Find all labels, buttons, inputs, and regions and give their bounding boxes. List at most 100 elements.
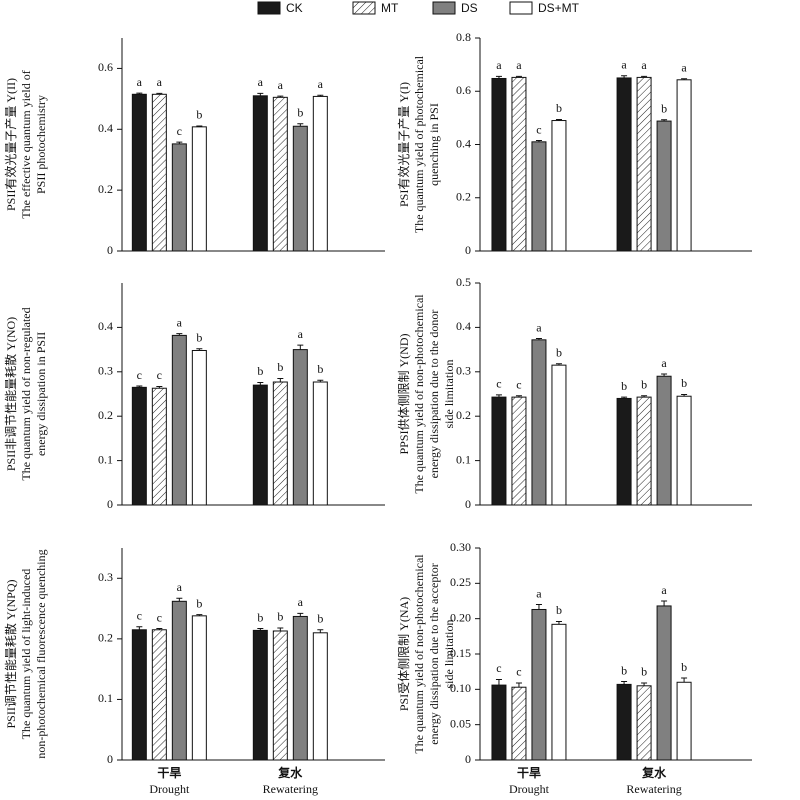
bar: [491, 396, 507, 506]
bar: [292, 125, 308, 252]
y-tick-label: 0.2: [456, 408, 471, 422]
bar: [252, 384, 268, 506]
bar: [171, 143, 187, 252]
y-axis-label: energy dissipation due to the donor: [427, 310, 441, 479]
significance-letter: a: [536, 586, 542, 600]
significance-letter: b: [196, 108, 202, 122]
error-bar: [515, 395, 522, 398]
y-tick-label: 0.2: [98, 182, 113, 196]
bar: [312, 381, 328, 506]
bar: [656, 375, 672, 506]
legend-label: CK: [286, 1, 303, 15]
bar: [511, 686, 527, 761]
significance-letter: b: [196, 330, 202, 344]
significance-letter: c: [137, 368, 142, 382]
error-bar: [277, 627, 284, 631]
significance-letter: b: [257, 364, 263, 378]
error-bar: [156, 628, 163, 630]
y-tick-label: 0: [465, 497, 471, 511]
significance-letter: c: [516, 378, 521, 392]
error-bar: [257, 628, 264, 631]
legend-label: DS: [461, 1, 478, 15]
significance-letter: a: [177, 315, 183, 329]
y-tick-label: 0.25: [450, 575, 471, 589]
y-tick-label: 0: [465, 752, 471, 766]
x-tick-label: 干旱: [157, 766, 181, 780]
error-bar: [176, 333, 183, 336]
error-bar: [681, 677, 688, 683]
bar: [191, 126, 207, 252]
significance-letter: a: [516, 58, 522, 72]
error-bar: [495, 678, 502, 686]
significance-letter: c: [137, 608, 142, 622]
y-tick-label: 0.30: [450, 540, 471, 554]
y-tick-label: 0: [107, 243, 113, 257]
bar: [151, 629, 167, 761]
error-bar: [535, 604, 542, 610]
error-bar: [136, 92, 143, 95]
error-bar: [661, 373, 668, 377]
y-axis-label: side limitation: [442, 620, 456, 689]
error-bar: [317, 629, 324, 633]
y-axis-label: PSI有效光量子产量 Y(I): [396, 82, 411, 207]
y-axis-label: PSII调节性能量耗散 Y(NPQ): [3, 579, 18, 728]
bar: [531, 608, 547, 761]
bar: [636, 396, 652, 506]
significance-letter: a: [621, 58, 627, 72]
y-tick-label: 0.3: [98, 364, 113, 378]
significance-letter: b: [317, 362, 323, 376]
legend-label: MT: [381, 1, 399, 15]
y-axis-label: PSI受体侧限制 Y(NA): [397, 597, 411, 711]
significance-letter: b: [641, 378, 647, 392]
error-bar: [196, 348, 203, 351]
significance-letter: a: [641, 58, 647, 72]
significance-letter: a: [661, 583, 667, 597]
bar: [616, 77, 632, 252]
error-bar: [297, 123, 304, 127]
bar: [312, 95, 328, 252]
significance-letter: b: [661, 101, 667, 115]
significance-letter: a: [157, 75, 163, 89]
x-tick-label: 干旱: [517, 766, 541, 780]
error-bar: [257, 381, 264, 386]
error-bar: [641, 682, 648, 686]
y-axis-label: energy dissipation due to the acceptor: [427, 563, 441, 744]
significance-letter: a: [298, 595, 304, 609]
y-tick-label: 0.4: [456, 136, 471, 150]
bar: [491, 77, 507, 252]
error-bar: [641, 75, 648, 78]
significance-letter: a: [661, 356, 667, 370]
significance-letter: c: [536, 122, 541, 136]
significance-letter: b: [621, 663, 627, 677]
error-bar: [196, 614, 203, 616]
y-tick-label: 0.4: [98, 319, 113, 333]
error-bar: [535, 140, 542, 142]
x-tick-label-en: Rewatering: [263, 782, 318, 796]
significance-letter: a: [496, 58, 502, 72]
significance-letter: b: [641, 665, 647, 679]
y-tick-label: 0: [465, 243, 471, 257]
bar: [656, 120, 672, 252]
y-tick-label: 0.8: [456, 30, 471, 44]
error-bar: [495, 394, 502, 398]
y-tick-label: 0.1: [98, 691, 113, 705]
error-bar: [257, 92, 264, 96]
error-bar: [661, 600, 668, 606]
significance-letter: a: [137, 75, 143, 89]
y-tick-label: 0.4: [98, 121, 113, 135]
error-bar: [317, 379, 324, 383]
y-axis-label: The quantum yield of non-photochemical: [412, 554, 426, 754]
significance-letter: b: [556, 603, 562, 617]
error-bar: [681, 78, 688, 80]
bar: [151, 93, 167, 252]
error-bar: [621, 396, 628, 399]
error-bar: [555, 118, 562, 121]
significance-letter: a: [681, 60, 687, 74]
significance-letter: b: [317, 612, 323, 626]
y-tick-label: 0.15: [450, 646, 471, 660]
significance-letter: b: [297, 106, 303, 120]
bar: [676, 79, 692, 252]
significance-letter: b: [277, 610, 283, 624]
legend-swatch: [257, 1, 281, 15]
significance-letter: c: [516, 665, 521, 679]
